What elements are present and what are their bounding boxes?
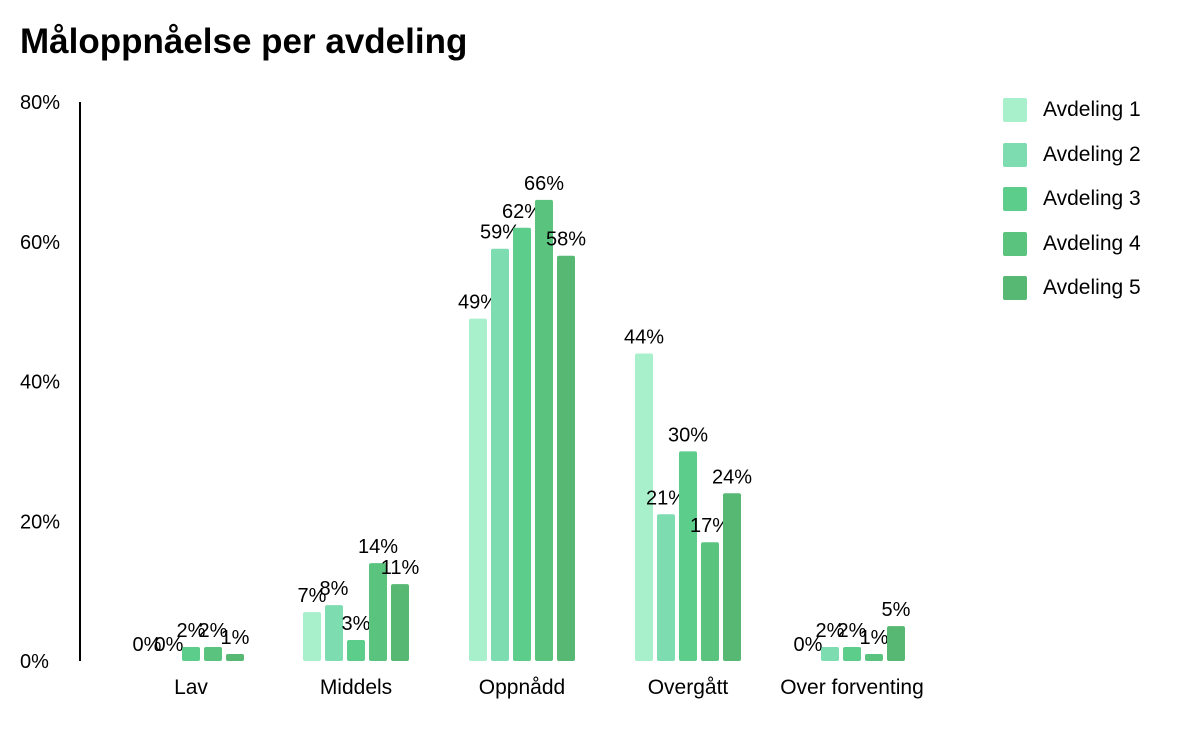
data-label: 17%: [690, 515, 730, 537]
legend-label: Avdeling 3: [1043, 187, 1141, 211]
data-label: 59%: [480, 222, 520, 244]
data-label: 0%: [155, 634, 184, 656]
bar: [303, 612, 321, 661]
x-tick-label: Over forventing: [780, 676, 924, 699]
data-label: 14%: [358, 536, 398, 558]
legend-label: Avdeling 4: [1043, 231, 1141, 255]
bar: [657, 514, 675, 661]
legend-swatch: [1003, 142, 1027, 167]
data-label: 24%: [712, 466, 752, 488]
legend-item: Avdeling 5: [1003, 266, 1141, 311]
data-label: 49%: [458, 292, 498, 314]
data-label: 7%: [298, 585, 327, 607]
data-label: 2%: [177, 620, 206, 642]
x-tick-label: Middels: [320, 676, 392, 699]
legend-swatch: [1003, 231, 1027, 256]
x-tick-label: Oppnådd: [479, 676, 565, 699]
bar: [226, 654, 244, 661]
bar: [821, 647, 839, 661]
data-label: 3%: [342, 613, 371, 635]
bar: [679, 451, 697, 661]
y-tick-label: 0%: [20, 651, 49, 673]
legend-label: Avdeling 2: [1043, 142, 1141, 166]
data-label: 5%: [882, 599, 911, 621]
y-tick-label: 60%: [20, 232, 60, 254]
bar: [204, 647, 222, 661]
bar: [843, 647, 861, 661]
data-label: 44%: [624, 327, 664, 349]
bar: [347, 640, 365, 661]
bar: [182, 647, 200, 661]
bar: [865, 654, 883, 661]
legend-item: Avdeling 3: [1003, 177, 1141, 222]
x-tick-label: Lav: [174, 676, 208, 699]
data-label: 30%: [668, 424, 708, 446]
chart-title: Måloppnåelse per avdeling: [20, 22, 468, 61]
legend-swatch: [1003, 276, 1027, 301]
bar: [701, 542, 719, 661]
data-label: 11%: [381, 557, 420, 579]
legend-item: Avdeling 1: [1003, 88, 1141, 133]
bar: [887, 626, 905, 661]
y-tick-label: 20%: [20, 511, 60, 533]
bar: [391, 584, 409, 661]
data-label: 0%: [133, 634, 162, 656]
y-tick-label: 80%: [20, 92, 60, 114]
legend-item: Avdeling 4: [1003, 222, 1141, 267]
data-label: 2%: [816, 620, 845, 642]
y-tick-label: 40%: [20, 372, 60, 394]
data-label: 1%: [860, 627, 889, 649]
bar: [491, 248, 509, 662]
x-tick-label: Overgått: [648, 676, 729, 699]
chart-legend: Avdeling 1 Avdeling 2 Avdeling 3 Avdeling 4…: [1003, 88, 1141, 311]
legend-label: Avdeling 5: [1043, 276, 1141, 300]
data-label: 1%: [221, 627, 250, 649]
legend-swatch: [1003, 98, 1027, 123]
bar: [469, 318, 487, 661]
data-label: 8%: [320, 578, 349, 600]
data-label: 62%: [502, 201, 542, 223]
data-label: 2%: [838, 620, 867, 642]
legend-item: Avdeling 2: [1003, 133, 1141, 178]
bar: [535, 199, 553, 661]
data-label: 2%: [199, 620, 228, 642]
bar: [635, 353, 653, 661]
bar: [557, 255, 575, 661]
legend-swatch: [1003, 187, 1027, 212]
data-label: 0%: [794, 634, 823, 656]
data-label: 21%: [646, 487, 686, 509]
bar: [513, 227, 531, 661]
data-label: 66%: [524, 173, 564, 195]
legend-label: Avdeling 1: [1043, 98, 1141, 122]
bar: [325, 605, 343, 661]
bar: [723, 493, 741, 661]
data-label: 58%: [546, 229, 586, 251]
bar: [369, 563, 387, 661]
